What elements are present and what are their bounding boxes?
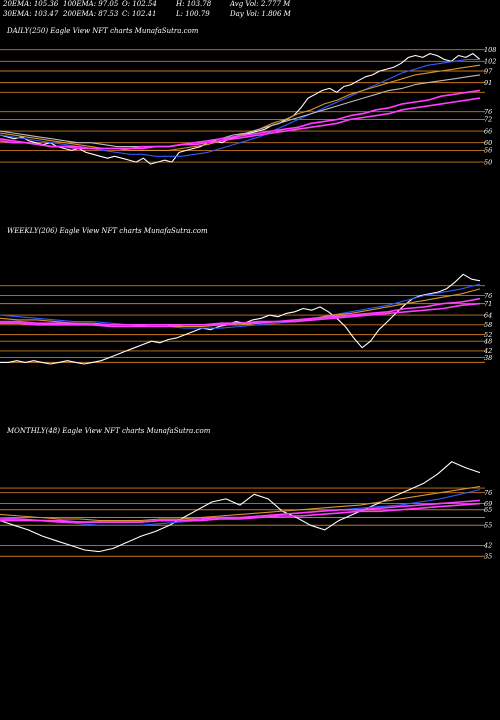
weekly-ytick-label-3: 58 <box>484 321 492 329</box>
daily-ytick-label-7: 60 <box>484 139 492 147</box>
weekly-ytick-label-0: 76 <box>484 292 492 300</box>
monthly-panel-title: MONTHLY(48) Eagle View NFT charts Munafa… <box>7 427 211 435</box>
stat-100ema: 100EMA: 97.05 <box>63 0 119 8</box>
daily-series-ema-4 <box>0 89 481 150</box>
monthly-series-ema-2 <box>0 485 481 522</box>
daily-series-ema-3 <box>0 74 481 148</box>
monthly-series-price-0 <box>0 461 481 553</box>
daily-series-ema-5 <box>0 97 481 150</box>
weekly-series-ema-4 <box>0 302 481 328</box>
monthly-ytick-label-4: 42 <box>483 542 492 550</box>
daily-ytick-label-0: 108 <box>484 46 496 54</box>
monthly-ytick-label-0: 76 <box>484 489 492 497</box>
daily-ytick-label-8: 56 <box>484 147 492 155</box>
weekly-ytick-label-5: 48 <box>483 337 492 345</box>
weekly-panel-title: WEEKLY(206) Eagle View NFT charts Munafa… <box>7 227 208 235</box>
weekly-ytick-label-1: 71 <box>484 300 492 308</box>
daily-ytick-label-9: 50 <box>484 158 492 166</box>
daily-ytick-label-6: 66 <box>484 127 492 135</box>
daily-series-ema-2 <box>0 64 481 151</box>
stat-low: L: 100.79 <box>176 10 210 18</box>
stat-close: C: 102.41 <box>122 10 157 18</box>
monthly-ytick-label-3: 55 <box>484 522 492 530</box>
weekly-ytick-label-6: 42 <box>483 347 492 355</box>
stat-day-vol: Day Vol: 1.806 M <box>230 10 291 18</box>
stat-open: O: 102.54 <box>122 0 157 8</box>
daily-ytick-label-5: 72 <box>484 116 492 124</box>
monthly-series-ema-1 <box>0 489 481 526</box>
daily-ytick-label-3: 91 <box>484 79 492 87</box>
daily-panel-title: DAILY(250) Eagle View NFT charts MunafaS… <box>7 27 199 35</box>
stat-avg-vol: Avg Vol: 2.777 M <box>230 0 291 8</box>
daily-ytick-label-1: 102 <box>484 58 496 66</box>
stat-30ema: 30EMA: 103.47 <box>3 10 59 18</box>
daily-ytick-label-4: 76 <box>484 108 492 116</box>
monthly-series-ema-4 <box>0 502 481 523</box>
weekly-series-ema-1 <box>0 283 481 329</box>
stat-20ema: 20EMA: 105.36 <box>3 0 59 8</box>
weekly-ytick-label-2: 64 <box>484 311 492 319</box>
monthly-ytick-label-5: 35 <box>484 553 492 561</box>
weekly-ytick-label-4: 52 <box>484 331 492 339</box>
daily-ytick-label-2: 97 <box>484 67 493 75</box>
stat-200ema: 200EMA: 87.53 <box>63 10 119 18</box>
stat-high: H: 103.78 <box>176 0 212 8</box>
weekly-ytick-label-7: 38 <box>484 354 492 362</box>
monthly-ytick-label-1: 69 <box>484 500 492 508</box>
monthly-ytick-label-2: 65 <box>484 506 492 514</box>
